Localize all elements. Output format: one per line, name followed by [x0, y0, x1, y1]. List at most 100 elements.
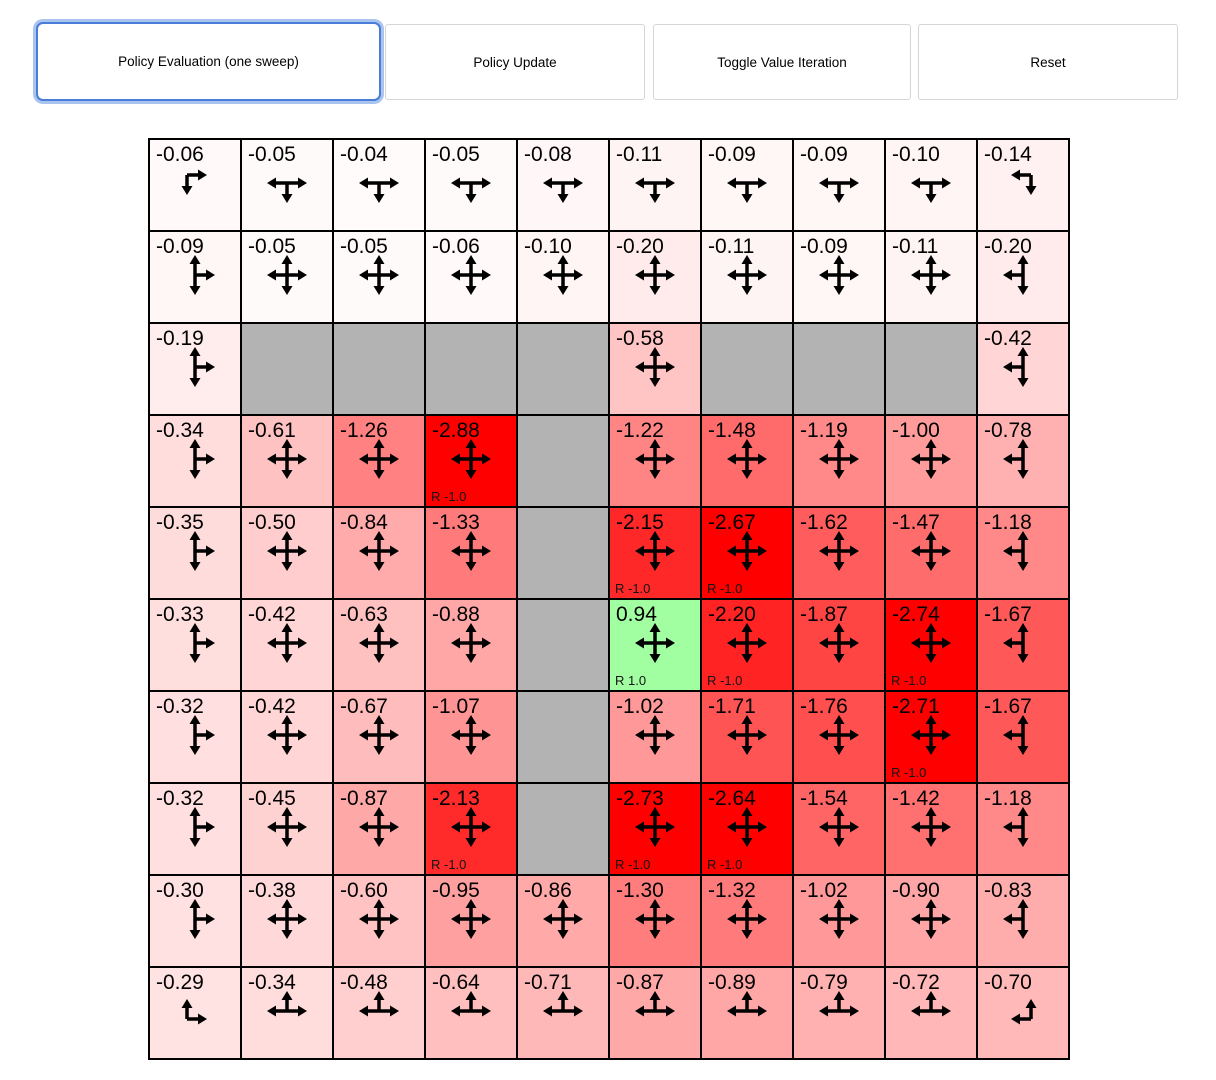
grid-cell-8-6[interactable]: -1.32	[701, 875, 793, 967]
grid-cell-7-6[interactable]: -2.64 R -1.0	[701, 783, 793, 875]
grid-cell-4-5[interactable]: -2.15 R -1.0	[609, 507, 701, 599]
policy-evaluation-button[interactable]: Policy Evaluation (one sweep)	[36, 22, 381, 101]
grid-cell-8-3[interactable]: -0.95	[425, 875, 517, 967]
grid-cell-2-5[interactable]: -0.58	[609, 323, 701, 415]
grid-cell-3-3[interactable]: -2.88 R -1.0	[425, 415, 517, 507]
grid-cell-1-0[interactable]: -0.09	[149, 231, 241, 323]
wall-cell-2-3[interactable]	[425, 323, 517, 415]
grid-cell-2-0[interactable]: -0.19	[149, 323, 241, 415]
grid-cell-0-2[interactable]: -0.04	[333, 139, 425, 231]
grid-cell-1-3[interactable]: -0.06	[425, 231, 517, 323]
wall-cell-2-2[interactable]	[333, 323, 425, 415]
grid-cell-4-7[interactable]: -1.62	[793, 507, 885, 599]
grid-cell-6-1[interactable]: -0.42	[241, 691, 333, 783]
wall-cell-2-1[interactable]	[241, 323, 333, 415]
grid-cell-1-1[interactable]: -0.05	[241, 231, 333, 323]
grid-cell-9-6[interactable]: -0.89	[701, 967, 793, 1059]
grid-cell-0-3[interactable]: -0.05	[425, 139, 517, 231]
grid-cell-6-5[interactable]: -1.02	[609, 691, 701, 783]
grid-cell-8-8[interactable]: -0.90	[885, 875, 977, 967]
grid-cell-5-1[interactable]: -0.42	[241, 599, 333, 691]
grid-cell-5-2[interactable]: -0.63	[333, 599, 425, 691]
grid-cell-7-5[interactable]: -2.73 R -1.0	[609, 783, 701, 875]
wall-cell-5-4[interactable]	[517, 599, 609, 691]
reset-button[interactable]: Reset	[918, 24, 1178, 100]
grid-cell-6-9[interactable]: -1.67	[977, 691, 1069, 783]
grid-cell-7-7[interactable]: -1.54	[793, 783, 885, 875]
grid-cell-3-6[interactable]: -1.48	[701, 415, 793, 507]
grid-cell-9-8[interactable]: -0.72	[885, 967, 977, 1059]
grid-cell-5-7[interactable]: -1.87	[793, 599, 885, 691]
wall-cell-2-4[interactable]	[517, 323, 609, 415]
grid-cell-9-3[interactable]: -0.64	[425, 967, 517, 1059]
grid-cell-6-3[interactable]: -1.07	[425, 691, 517, 783]
grid-cell-6-0[interactable]: -0.32	[149, 691, 241, 783]
grid-cell-1-4[interactable]: -0.10	[517, 231, 609, 323]
grid-cell-9-0[interactable]: -0.29	[149, 967, 241, 1059]
wall-cell-6-4[interactable]	[517, 691, 609, 783]
grid-cell-3-7[interactable]: -1.19	[793, 415, 885, 507]
grid-cell-1-2[interactable]: -0.05	[333, 231, 425, 323]
grid-cell-6-6[interactable]: -1.71	[701, 691, 793, 783]
grid-cell-4-9[interactable]: -1.18	[977, 507, 1069, 599]
grid-cell-4-3[interactable]: -1.33	[425, 507, 517, 599]
grid-cell-0-8[interactable]: -0.10	[885, 139, 977, 231]
policy-update-button[interactable]: Policy Update	[385, 24, 645, 100]
grid-cell-8-4[interactable]: -0.86	[517, 875, 609, 967]
grid-cell-9-5[interactable]: -0.87	[609, 967, 701, 1059]
grid-cell-5-5[interactable]: 0.94 R 1.0	[609, 599, 701, 691]
grid-cell-5-9[interactable]: -1.67	[977, 599, 1069, 691]
grid-cell-1-9[interactable]: -0.20	[977, 231, 1069, 323]
grid-cell-6-8[interactable]: -2.71 R -1.0	[885, 691, 977, 783]
grid-cell-5-8[interactable]: -2.74 R -1.0	[885, 599, 977, 691]
wall-cell-7-4[interactable]	[517, 783, 609, 875]
grid-cell-3-9[interactable]: -0.78	[977, 415, 1069, 507]
grid-cell-5-3[interactable]: -0.88	[425, 599, 517, 691]
wall-cell-2-8[interactable]	[885, 323, 977, 415]
grid-cell-3-8[interactable]: -1.00	[885, 415, 977, 507]
grid-cell-3-2[interactable]: -1.26	[333, 415, 425, 507]
grid-cell-8-7[interactable]: -1.02	[793, 875, 885, 967]
grid-cell-7-8[interactable]: -1.42	[885, 783, 977, 875]
grid-cell-1-7[interactable]: -0.09	[793, 231, 885, 323]
grid-cell-0-7[interactable]: -0.09	[793, 139, 885, 231]
wall-cell-3-4[interactable]	[517, 415, 609, 507]
grid-cell-6-2[interactable]: -0.67	[333, 691, 425, 783]
grid-cell-0-9[interactable]: -0.14	[977, 139, 1069, 231]
grid-cell-7-3[interactable]: -2.13 R -1.0	[425, 783, 517, 875]
grid-cell-4-6[interactable]: -2.67 R -1.0	[701, 507, 793, 599]
grid-cell-8-5[interactable]: -1.30	[609, 875, 701, 967]
grid-cell-0-1[interactable]: -0.05	[241, 139, 333, 231]
grid-cell-7-9[interactable]: -1.18	[977, 783, 1069, 875]
grid-cell-8-2[interactable]: -0.60	[333, 875, 425, 967]
grid-cell-3-1[interactable]: -0.61	[241, 415, 333, 507]
grid-cell-1-8[interactable]: -0.11	[885, 231, 977, 323]
grid-cell-7-2[interactable]: -0.87	[333, 783, 425, 875]
grid-cell-1-5[interactable]: -0.20	[609, 231, 701, 323]
grid-cell-3-5[interactable]: -1.22	[609, 415, 701, 507]
grid-cell-1-6[interactable]: -0.11	[701, 231, 793, 323]
grid-cell-5-6[interactable]: -2.20 R -1.0	[701, 599, 793, 691]
grid-cell-6-7[interactable]: -1.76	[793, 691, 885, 783]
grid-cell-0-6[interactable]: -0.09	[701, 139, 793, 231]
grid-cell-0-4[interactable]: -0.08	[517, 139, 609, 231]
toggle-value-iteration-button[interactable]: Toggle Value Iteration	[653, 24, 911, 100]
grid-cell-8-0[interactable]: -0.30	[149, 875, 241, 967]
grid-cell-9-2[interactable]: -0.48	[333, 967, 425, 1059]
grid-cell-4-8[interactable]: -1.47	[885, 507, 977, 599]
grid-cell-7-0[interactable]: -0.32	[149, 783, 241, 875]
grid-cell-0-5[interactable]: -0.11	[609, 139, 701, 231]
grid-cell-4-0[interactable]: -0.35	[149, 507, 241, 599]
wall-cell-4-4[interactable]	[517, 507, 609, 599]
grid-cell-2-9[interactable]: -0.42	[977, 323, 1069, 415]
grid-cell-9-1[interactable]: -0.34	[241, 967, 333, 1059]
grid-cell-9-4[interactable]: -0.71	[517, 967, 609, 1059]
grid-cell-4-1[interactable]: -0.50	[241, 507, 333, 599]
grid-cell-0-0[interactable]: -0.06	[149, 139, 241, 231]
wall-cell-2-7[interactable]	[793, 323, 885, 415]
grid-cell-4-2[interactable]: -0.84	[333, 507, 425, 599]
grid-cell-9-7[interactable]: -0.79	[793, 967, 885, 1059]
grid-cell-8-1[interactable]: -0.38	[241, 875, 333, 967]
wall-cell-2-6[interactable]	[701, 323, 793, 415]
grid-cell-9-9[interactable]: -0.70	[977, 967, 1069, 1059]
